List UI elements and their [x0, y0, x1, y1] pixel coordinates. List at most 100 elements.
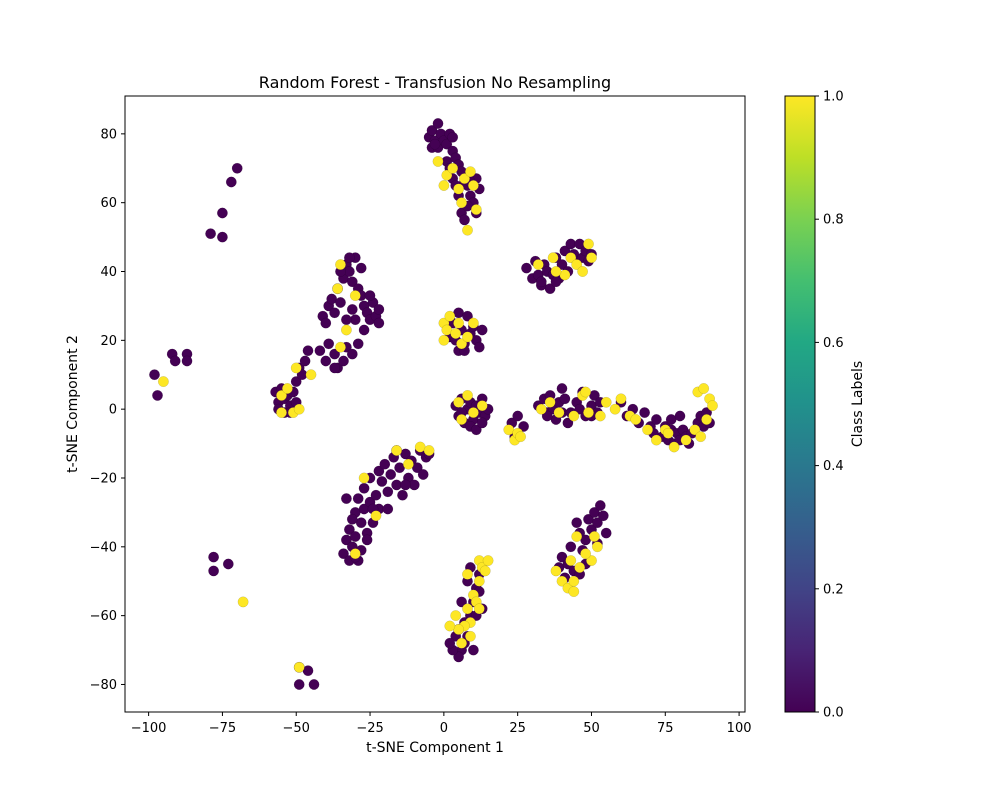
scatter-point-class-1 [592, 541, 603, 553]
scatter-point-class-1 [594, 410, 606, 422]
x-tick-label: −25 [356, 721, 383, 736]
x-tick-label: −100 [131, 721, 167, 736]
scatter-point-class-1 [462, 331, 473, 343]
scatter-point-class-0 [535, 276, 547, 288]
scatter-point-class-1 [470, 204, 482, 216]
colorbar: 0.0 0.2 0.4 0.6 0.8 1.0 Class Labels [784, 90, 866, 721]
scatter-point-class-1 [568, 410, 580, 422]
scatter-point-class-1 [630, 414, 642, 425]
scatter-point-class-1 [695, 431, 707, 443]
scatter-point-class-0 [338, 355, 349, 367]
scatter-point-class-0 [302, 345, 314, 357]
scatter-point-class-1 [456, 338, 467, 350]
scatter-point-class-0 [205, 228, 217, 240]
scatter-point-class-1 [349, 290, 361, 301]
scatter-point-class-0 [373, 465, 385, 477]
scatter-point-class-1 [276, 389, 287, 401]
colorbar-gradient [784, 95, 816, 713]
scatter-point-class-1 [586, 555, 597, 566]
scatter-point-class-1 [550, 565, 562, 577]
scatter-point-class-0 [152, 389, 163, 401]
scatter-point-class-0 [597, 510, 609, 522]
scatter-point-class-0 [216, 207, 228, 219]
scatter-point-class-0 [592, 517, 603, 529]
scatter-point-class-1 [701, 414, 712, 425]
scatter-point-class-0 [364, 290, 376, 301]
scatter-point-class-1 [464, 166, 476, 178]
scatter-point-class-1 [476, 400, 488, 412]
scatter-point-class-0 [340, 493, 352, 504]
scatter-point-class-0 [343, 524, 355, 535]
scatter-point-class-0 [541, 410, 553, 422]
scatter-point-class-1 [662, 427, 674, 439]
scatter-point-class-0 [556, 383, 568, 394]
scatter-point-class-1 [600, 396, 612, 408]
scatter-point-class-1 [462, 224, 473, 236]
scatter-point-class-0 [429, 138, 441, 150]
y-tick-label: −60 [90, 609, 117, 624]
scatter-point-class-0 [594, 500, 606, 511]
scatter-point-class-0 [382, 486, 394, 498]
scatter-point-class-1 [482, 555, 494, 566]
scatter-point-class-0 [225, 176, 237, 188]
scatter-point-class-0 [674, 410, 686, 422]
scatter-point-class-0 [346, 276, 358, 288]
scatter-point-class-1 [432, 155, 444, 167]
scatter-point-class-0 [550, 276, 562, 288]
scatter-point-class-0 [293, 679, 305, 690]
scatter-point-class-0 [299, 355, 311, 367]
scatter-point-class-1 [281, 383, 293, 394]
scatter-point-class-1 [515, 431, 526, 443]
scatter-point-class-0 [208, 551, 220, 563]
scatter-point-class-0 [544, 283, 556, 295]
scatter-point-class-0 [639, 407, 650, 418]
scatter-point-class-1 [571, 259, 583, 270]
scatter-point-class-1 [456, 414, 467, 425]
x-tick-label: −50 [283, 721, 310, 736]
scatter-point-class-0 [373, 317, 385, 329]
y-axis-label: t-SNE Component 2 [65, 335, 81, 473]
scatter-point-class-0 [379, 458, 391, 470]
scatter-point-class-1 [571, 531, 583, 542]
scatter-point-class-0 [444, 637, 456, 649]
scatter-point-class-0 [340, 314, 352, 326]
points-layer [149, 118, 718, 690]
scatter-point-class-1 [680, 434, 692, 446]
scatter-point-class-0 [562, 417, 574, 429]
scatter-point-class-0 [346, 303, 358, 315]
scatter-point-class-1 [580, 548, 591, 560]
scatter-point-class-1 [293, 661, 305, 673]
scatter-point-class-0 [600, 527, 612, 539]
colorbar-tick-label: 0.0 [823, 706, 844, 721]
scatter-point-class-0 [329, 362, 340, 374]
scatter-point-class-1 [391, 445, 402, 456]
scatter-point-class-1 [462, 568, 473, 580]
scatter-point-class-1 [438, 334, 450, 346]
scatter-point-class-0 [571, 517, 583, 529]
scatter-point-class-0 [335, 297, 346, 308]
scatter-point-class-0 [149, 369, 160, 381]
scatter-point-class-1 [577, 266, 588, 277]
scatter-point-class-1 [462, 603, 473, 615]
scatter-point-class-1 [467, 180, 479, 191]
x-tick-label: 75 [657, 721, 674, 736]
scatter-point-class-1 [456, 637, 467, 649]
scatter-point-class-0 [651, 414, 662, 425]
scatter-point-class-0 [346, 513, 358, 525]
scatter-point-class-1 [290, 362, 302, 374]
scatter-point-class-0 [308, 679, 320, 690]
scatter-point-class-0 [216, 231, 228, 243]
scatter-point-class-0 [518, 420, 529, 432]
scatter-point-class-1 [441, 169, 453, 181]
scatter-point-class-0 [329, 307, 340, 319]
scatter-point-class-0 [346, 348, 358, 360]
scatter-point-class-0 [355, 262, 367, 274]
scatter-point-class-0 [352, 338, 364, 350]
scatter-point-class-0 [559, 393, 571, 405]
x-tick-label: −75 [209, 721, 236, 736]
scatter-point-class-1 [453, 396, 464, 408]
y-tick-label: −80 [90, 678, 117, 693]
scatter-point-class-1 [642, 424, 653, 436]
scatter-point-class-0 [565, 541, 577, 553]
scatter-point-class-1 [464, 630, 476, 642]
